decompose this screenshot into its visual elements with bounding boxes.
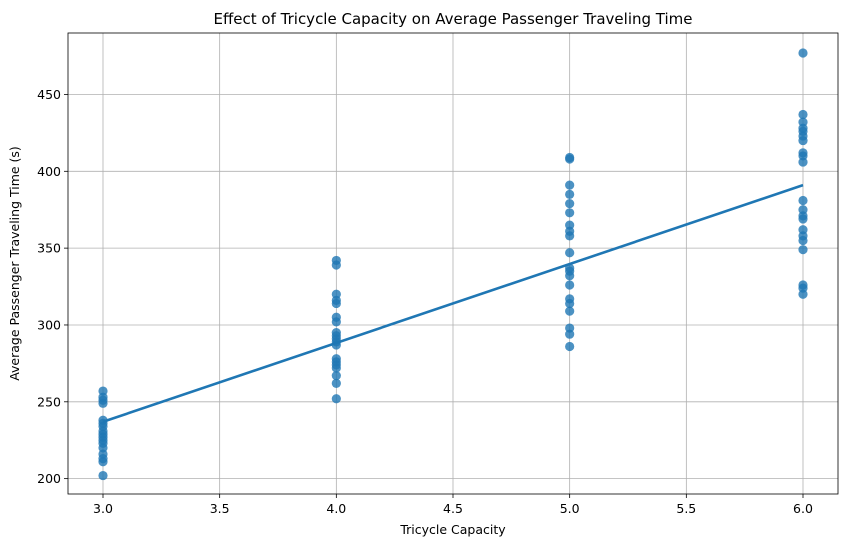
points-layer [98, 48, 808, 481]
x-tick-label: 5.0 [560, 501, 580, 516]
x-tick-label: 4.5 [443, 501, 463, 516]
data-point [565, 220, 575, 230]
data-point [798, 148, 808, 158]
data-point [331, 289, 341, 299]
data-point [331, 255, 341, 266]
chart-title: Effect of Tricycle Capacity on Average P… [213, 10, 692, 28]
data-point [565, 323, 575, 333]
data-point [798, 225, 808, 235]
data-point [331, 354, 341, 364]
data-point [798, 117, 808, 127]
data-point [565, 189, 575, 199]
data-point [798, 195, 808, 206]
ticks-layer: 3.0 3.5 4.0 4.5 5.0 5.5 6.0 200 250 300 350 400 450 [37, 87, 813, 516]
y-tick-label: 250 [37, 394, 61, 409]
y-tick-label: 400 [37, 164, 61, 179]
x-tick-label: 3.0 [93, 501, 113, 516]
data-point [331, 312, 341, 322]
y-tick-label: 300 [37, 317, 61, 332]
x-tick-label: 3.5 [210, 501, 230, 516]
data-point [565, 294, 575, 304]
x-tick-label: 4.0 [326, 501, 346, 516]
data-point [98, 415, 108, 425]
data-point [331, 378, 341, 388]
data-point [565, 198, 575, 209]
data-point [331, 328, 341, 338]
data-point [565, 248, 575, 258]
data-point [798, 48, 808, 58]
data-point [565, 306, 575, 316]
data-point [798, 109, 808, 120]
data-point [331, 394, 341, 404]
data-point [798, 280, 808, 290]
data-point [331, 371, 341, 381]
x-tick-label: 6.0 [793, 501, 813, 516]
data-point [565, 152, 575, 163]
data-point [98, 386, 108, 396]
y-tick-label: 350 [37, 241, 61, 256]
x-axis-label: Tricycle Capacity [399, 522, 506, 537]
data-point [798, 205, 808, 215]
data-point [565, 341, 575, 352]
data-point [98, 470, 108, 481]
y-tick-label: 200 [37, 471, 61, 486]
x-tick-label: 5.5 [676, 501, 696, 516]
y-axis-label: Average Passenger Traveling Time (s) [7, 146, 22, 381]
data-point [565, 180, 575, 190]
data-point [565, 208, 575, 218]
fit-layer [102, 183, 804, 424]
grid-layer [68, 33, 838, 494]
y-tick-label: 450 [37, 87, 61, 102]
regression-line [102, 183, 804, 424]
data-point [798, 245, 808, 255]
data-point [565, 280, 575, 290]
